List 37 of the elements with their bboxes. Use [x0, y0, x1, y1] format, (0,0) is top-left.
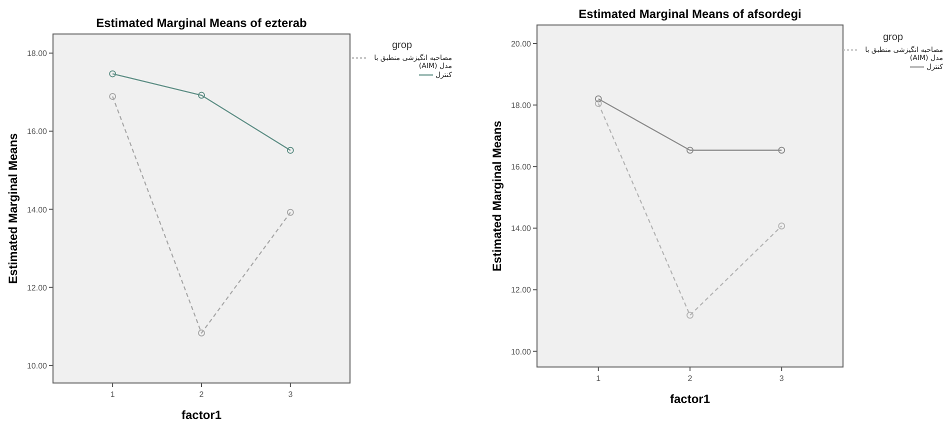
y-tick-label: 10.00: [26, 361, 48, 370]
point: [594, 95, 602, 102]
y-tick-label: 16.00: [510, 162, 532, 172]
point: [286, 208, 294, 216]
y-tick-label: 10.00: [510, 347, 532, 356]
x-axis-title: factor1: [181, 408, 222, 421]
x-tick-label: 2: [688, 374, 693, 383]
x-tick-label: 1: [596, 374, 602, 383]
y-tick-label: 18.00: [26, 49, 48, 58]
y-tick-label: 16.00: [26, 127, 48, 136]
chart-title: Estimated Marginal Means of afsordegi: [578, 7, 802, 21]
point: [686, 312, 694, 319]
y-tick-label: 20.00: [510, 39, 532, 48]
y-tick-label: 14.00: [26, 205, 48, 214]
point: [686, 146, 694, 154]
y-axis-title: Estimated Marginal Means: [490, 120, 504, 272]
point: [286, 146, 294, 154]
x-tick-label: 3: [779, 374, 784, 383]
legend-title: grop: [390, 40, 413, 51]
point: [778, 146, 786, 154]
x-tick-label: 2: [199, 390, 204, 399]
point: [778, 222, 786, 230]
x-tick-label: 1: [110, 390, 116, 399]
y-tick-label: 12.00: [26, 283, 48, 292]
y-axis-title: Estimated Marginal Means: [6, 132, 20, 284]
point: [594, 100, 602, 107]
y-tick-label: 14.00: [510, 224, 532, 234]
point: [109, 92, 116, 100]
legend-title: grop: [882, 32, 904, 43]
x-tick-label: 3: [288, 390, 294, 399]
y-tick-label: 18.00: [510, 101, 532, 110]
point: [198, 330, 205, 337]
point: [198, 92, 205, 99]
point: [109, 70, 116, 78]
chart-title: Estimated Marginal Means of ezterab: [96, 16, 307, 30]
y-tick-label: 12.00: [510, 286, 532, 295]
x-axis-title: factor1: [670, 392, 710, 406]
